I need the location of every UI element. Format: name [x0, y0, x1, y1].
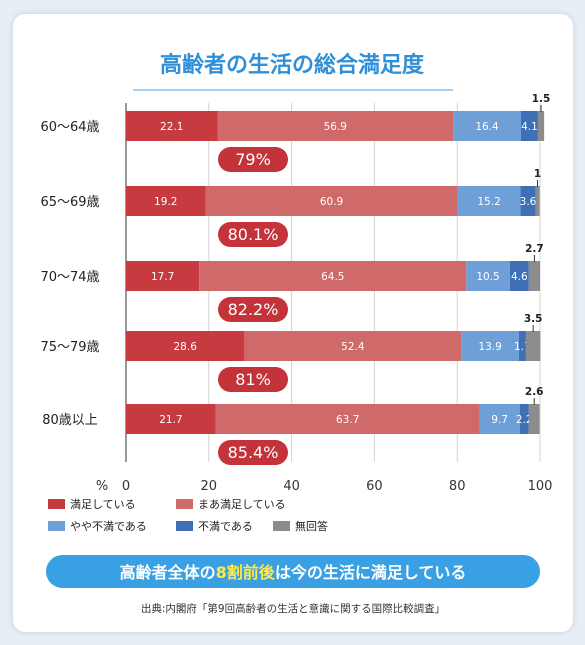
legend-swatch: [48, 521, 65, 531]
bar-segment: [244, 331, 462, 361]
bar-segment: [520, 111, 538, 141]
bar-value-label: 63.7: [336, 414, 359, 426]
bar-segment: [217, 111, 454, 141]
bar-segment: [519, 404, 529, 434]
total-pill-label: 80.1%: [228, 225, 279, 244]
bar-segment: [525, 331, 541, 361]
total-pill: [218, 147, 288, 172]
bar-value-label: 21.7: [159, 414, 182, 426]
x-tick-label: 0: [122, 479, 130, 494]
total-pill: [218, 367, 288, 392]
bar-segment: [199, 261, 467, 291]
banner-text-highlight: 8割前後: [216, 563, 276, 582]
bar-segment: [205, 186, 458, 216]
bar-value-label: 3.6: [520, 196, 537, 208]
bar-value-label: 22.1: [160, 121, 183, 133]
legend-label: 満足している: [70, 498, 136, 511]
x-tick-label: 80: [449, 479, 466, 494]
total-pill: [218, 297, 288, 322]
legend-swatch: [48, 499, 65, 509]
bar-segment: [457, 186, 521, 216]
bar-segment: [528, 261, 540, 291]
total-pill-label: 81%: [235, 370, 271, 389]
summary-banner-text: 高齢者全体の8割前後は今の生活に満足している: [120, 563, 467, 582]
bar-value-label: 3.5: [524, 313, 543, 325]
bar-segment: [528, 404, 540, 434]
bar-segment: [453, 111, 521, 141]
bar-segment: [479, 404, 520, 434]
source-note: 出典:内閣府「第9回高齢者の生活と意識に関する国際比較調査」: [141, 602, 445, 615]
bar-segment: [215, 404, 480, 434]
category-label: 65～69歳: [40, 195, 99, 210]
bar-segment: [466, 261, 510, 291]
bar-value-label: 1.5: [532, 93, 551, 105]
x-unit-label: %: [96, 479, 108, 494]
bar-value-label: 2.7: [525, 243, 544, 255]
bar-value-label: 9.7: [491, 414, 508, 426]
legend-label: まあ満足している: [198, 498, 286, 511]
category-label: 80歳以上: [42, 413, 98, 428]
bar-value-label: 1: [534, 168, 541, 180]
bar-segment: [520, 186, 536, 216]
legend-swatch: [273, 521, 290, 531]
bar-value-label: 52.4: [341, 341, 365, 353]
bar-segment: [126, 186, 206, 216]
legend-label: 不満である: [198, 520, 253, 533]
category-label: 75～79歳: [40, 340, 99, 355]
category-label: 70～74歳: [40, 270, 99, 285]
legend-label: やや不満である: [70, 520, 147, 533]
x-tick-label: 40: [283, 479, 300, 494]
bar-value-label: 64.5: [321, 271, 344, 283]
bar-value-label: 19.2: [154, 196, 177, 208]
bar-value-label: 4.6: [511, 271, 528, 283]
summary-banner: [46, 555, 540, 588]
bar-value-label: 13.9: [478, 341, 501, 353]
banner-text-after: は今の生活に満足している: [275, 563, 467, 582]
bar-segment: [126, 261, 200, 291]
bar-value-label: 28.6: [174, 341, 198, 353]
total-pill-label: 79%: [235, 150, 271, 169]
bar-segment: [126, 404, 216, 434]
x-tick-label: 100: [528, 479, 553, 494]
bar-value-label: 10.5: [476, 271, 499, 283]
bar-value-label: 60.9: [320, 196, 343, 208]
legend-swatch: [176, 499, 193, 509]
total-pill: [218, 222, 288, 247]
legend-label: 無回答: [295, 519, 328, 533]
bar-segment: [126, 331, 245, 361]
bar-segment: [518, 331, 526, 361]
bar-value-label: 2.2: [516, 414, 533, 426]
bar-value-label: 56.9: [324, 121, 347, 133]
bar-segment: [126, 111, 218, 141]
bar-value-label: 16.4: [475, 121, 499, 133]
bar-segment: [535, 186, 540, 216]
bar-segment: [461, 331, 519, 361]
total-pill-label: 82.2%: [228, 300, 279, 319]
x-tick-label: 20: [201, 479, 218, 494]
bar-value-label: 15.2: [477, 196, 500, 208]
x-tick-label: 60: [366, 479, 383, 494]
total-pill-label: 85.4%: [228, 443, 279, 462]
bar-value-label: 17.7: [151, 271, 174, 283]
legend-swatch: [176, 521, 193, 531]
bar-segment: [509, 261, 529, 291]
category-label: 60～64歳: [40, 120, 99, 135]
bar-value-label: 4.1: [521, 121, 538, 133]
total-pill: [218, 440, 288, 465]
bar-value-label: 2.6: [525, 386, 544, 398]
chart-title: 高齢者の生活の総合満足度: [160, 52, 425, 78]
banner-text-before: 高齢者全体の: [120, 563, 216, 582]
bar-segment: [537, 111, 545, 141]
